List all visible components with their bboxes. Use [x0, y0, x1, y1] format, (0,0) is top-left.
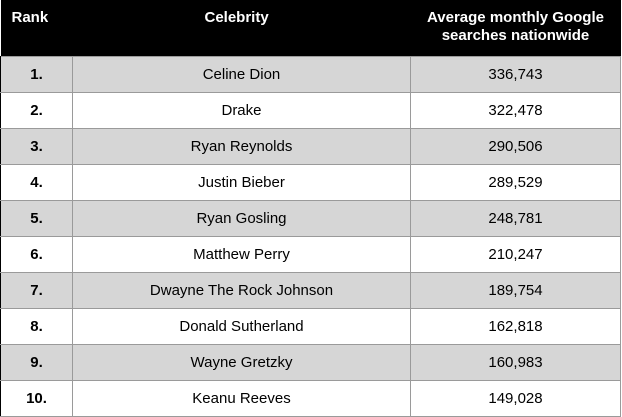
searches-cell: 210,247 — [410, 235, 621, 273]
celebrity-cell: Celine Dion — [72, 55, 411, 93]
celebrity-cell: Ryan Reynolds — [72, 127, 411, 165]
searches-cell: 248,781 — [410, 199, 621, 237]
searches-cell: 336,743 — [410, 55, 621, 93]
header-searches: Average monthly Google searches nationwi… — [427, 9, 604, 44]
celebrity-cell: Matthew Perry — [72, 235, 411, 273]
rank-cell: 9. — [0, 343, 73, 381]
rank-cell: 5. — [0, 199, 73, 237]
table-row: 6. Matthew Perry 210,247 — [0, 235, 621, 273]
searches-cell: 149,028 — [410, 379, 621, 417]
rank-cell: 2. — [0, 91, 73, 129]
celebrity-cell: Donald Sutherland — [72, 307, 411, 345]
searches-cell: 160,983 — [410, 343, 621, 381]
table-body: 1. Celine Dion 336,743 2. Drake 322,478 3. Ryan… — [0, 55, 621, 417]
rank-cell: 3. — [0, 127, 73, 165]
rank-cell: 1. — [0, 55, 73, 93]
table-row: 9. Wayne Gretzky 160,983 — [0, 343, 621, 381]
searches-cell: 189,754 — [410, 271, 621, 309]
searches-cell: 322,478 — [410, 91, 621, 129]
rank-cell: 7. — [0, 271, 73, 309]
table-row: 4. Justin Bieber 289,529 — [0, 163, 621, 201]
searches-cell: 162,818 — [410, 307, 621, 345]
celebrity-cell: Drake — [72, 91, 411, 129]
table-row: 1. Celine Dion 336,743 — [0, 55, 621, 93]
table-row: 10. Keanu Reeves 149,028 — [0, 379, 621, 417]
header-celebrity: Celebrity — [204, 9, 269, 26]
header-rank: Rank — [11, 9, 49, 26]
celebrity-cell: Dwayne The Rock Johnson — [72, 271, 411, 309]
celebrity-cell: Justin Bieber — [72, 163, 411, 201]
table-header: Rank Celebrity Average monthly Google se… — [0, 0, 621, 56]
celebrity-cell: Wayne Gretzky — [72, 343, 411, 381]
rank-cell: 10. — [0, 379, 73, 417]
celebrity-cell: Keanu Reeves — [72, 379, 411, 417]
table-row: 5. Ryan Gosling 248,781 — [0, 199, 621, 237]
searches-cell: 290,506 — [410, 127, 621, 165]
celebrity-cell: Ryan Gosling — [72, 199, 411, 237]
table-row: 2. Drake 322,478 — [0, 91, 621, 129]
searches-cell: 289,529 — [410, 163, 621, 201]
rank-cell: 4. — [0, 163, 73, 201]
table-row: 7. Dwayne The Rock Johnson 189,754 — [0, 271, 621, 309]
table-row: 3. Ryan Reynolds 290,506 — [0, 127, 621, 165]
rank-cell: 8. — [0, 307, 73, 345]
rank-cell: 6. — [0, 235, 73, 273]
table-row: 8. Donald Sutherland 162,818 — [0, 307, 621, 345]
header-row: Rank Celebrity Average monthly Google se… — [0, 0, 621, 56]
